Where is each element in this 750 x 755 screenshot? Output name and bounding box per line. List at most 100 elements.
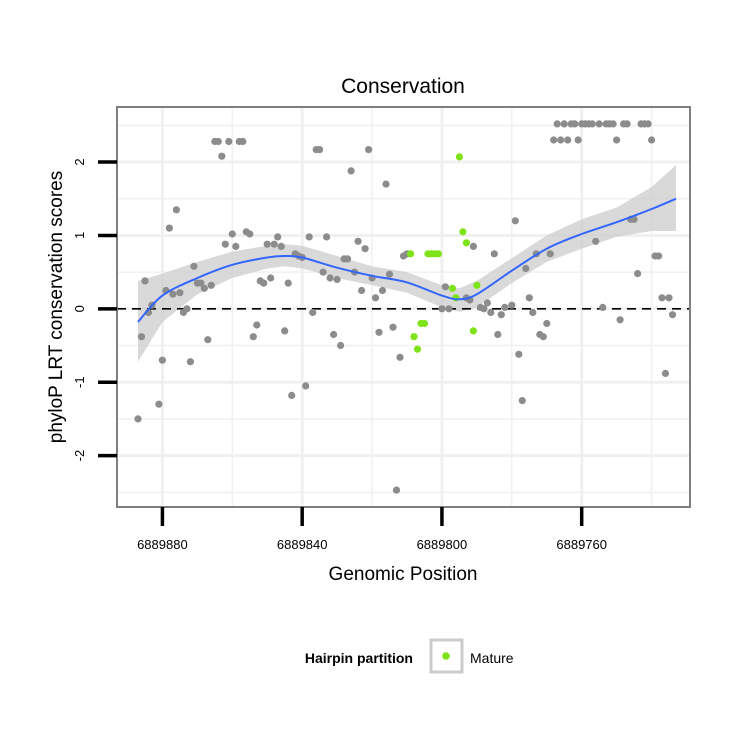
data-point <box>480 305 488 313</box>
data-point <box>281 327 289 335</box>
data-point <box>497 311 505 319</box>
y-axis: -2 -1 0 1 2 <box>72 158 117 461</box>
x-tick-label: 6889760 <box>556 537 607 552</box>
x-axis: 6889880 6889840 6889800 6889760 <box>137 507 607 552</box>
data-point <box>543 319 551 328</box>
data-point <box>616 316 624 324</box>
data-point <box>553 120 561 128</box>
data-point <box>302 382 310 390</box>
data-point <box>438 305 446 313</box>
data-point <box>284 279 292 287</box>
data-point <box>228 230 236 238</box>
data-point <box>169 290 177 298</box>
data-point <box>249 333 257 341</box>
data-point <box>483 299 491 307</box>
data-point <box>613 136 621 144</box>
legend: Hairpin partition Mature <box>305 638 514 674</box>
chart-title: Conservation <box>341 75 465 98</box>
data-point <box>221 240 229 248</box>
data-point <box>560 120 568 128</box>
data-point <box>539 333 547 341</box>
data-points <box>134 120 677 494</box>
data-point <box>382 180 390 188</box>
data-point <box>487 308 495 317</box>
data-point <box>263 240 271 248</box>
data-point <box>385 270 394 278</box>
data-point <box>441 283 449 291</box>
data-point <box>564 136 572 144</box>
data-point <box>319 268 327 276</box>
data-point <box>260 279 268 287</box>
data-point <box>134 415 142 423</box>
data-point <box>214 137 222 146</box>
legend-entry-mature: Mature <box>470 650 514 666</box>
x-tick-label: 6889880 <box>137 537 188 552</box>
data-point-mature <box>434 250 442 258</box>
data-point <box>330 330 338 339</box>
data-point-mature <box>420 319 429 328</box>
data-point <box>274 233 282 241</box>
data-point <box>277 242 285 250</box>
y-tick-label: 2 <box>72 158 87 165</box>
loess-smooth-line <box>137 197 677 323</box>
data-point <box>609 120 617 128</box>
data-point <box>309 308 317 317</box>
data-point <box>323 233 331 241</box>
data-point-mature <box>406 250 415 258</box>
data-point <box>525 294 533 302</box>
data-point <box>648 136 656 144</box>
data-point-mature <box>459 228 467 236</box>
data-point <box>644 120 652 128</box>
data-point <box>218 152 226 160</box>
plot-panel <box>117 107 690 507</box>
data-point <box>634 270 642 278</box>
data-point <box>326 274 334 282</box>
data-point <box>655 252 663 260</box>
data-point <box>445 305 453 313</box>
data-point <box>232 242 240 250</box>
data-point <box>501 303 509 311</box>
data-point <box>267 274 275 282</box>
data-point <box>197 279 205 287</box>
data-point <box>588 120 596 128</box>
data-point <box>337 341 345 350</box>
data-point <box>371 294 380 302</box>
data-point <box>490 250 498 258</box>
y-tick-label: 1 <box>72 232 87 239</box>
data-point <box>469 242 477 250</box>
data-point <box>529 308 537 317</box>
data-point <box>392 486 401 494</box>
legend-title: Hairpin partition <box>305 650 413 666</box>
data-point <box>668 311 677 319</box>
data-point <box>658 294 666 302</box>
data-point <box>246 230 254 238</box>
data-point <box>378 286 387 295</box>
data-point-mature <box>462 239 470 247</box>
data-point <box>225 137 233 146</box>
data-point <box>557 136 565 144</box>
data-point <box>592 237 600 245</box>
data-point <box>186 358 194 366</box>
data-point-mature <box>413 345 422 353</box>
data-point <box>665 294 673 302</box>
data-point <box>141 277 149 285</box>
data-point <box>200 284 208 292</box>
data-point <box>511 217 519 225</box>
data-point <box>361 245 369 253</box>
data-point <box>574 136 582 144</box>
data-point <box>207 281 215 289</box>
y-axis-title: phyloP LRT conservation scores <box>46 171 67 444</box>
data-point <box>344 255 352 263</box>
confidence-ribbon <box>138 165 676 362</box>
x-tick-label: 6889840 <box>277 537 328 552</box>
data-point <box>176 289 184 297</box>
data-point <box>522 264 530 273</box>
data-point <box>270 240 278 248</box>
legend-key-mature-dot <box>442 652 450 660</box>
data-point <box>204 336 212 344</box>
x-tick-label: 6889800 <box>417 537 468 552</box>
data-point-mature <box>410 333 418 341</box>
data-point <box>494 330 502 339</box>
data-point-mature <box>473 281 481 289</box>
